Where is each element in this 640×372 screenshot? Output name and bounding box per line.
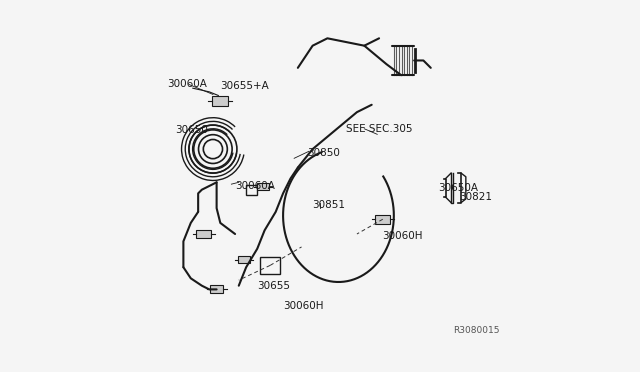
Text: 30821: 30821 xyxy=(460,192,493,202)
Bar xyxy=(239,256,250,263)
Bar xyxy=(210,285,223,294)
Bar xyxy=(212,96,228,106)
Text: 30655+A: 30655+A xyxy=(220,81,269,91)
Text: 30650: 30650 xyxy=(175,125,208,135)
Bar xyxy=(260,257,280,274)
Bar xyxy=(196,230,211,238)
Text: 30850: 30850 xyxy=(307,148,340,158)
Text: 30655: 30655 xyxy=(257,281,290,291)
Text: 30060H: 30060H xyxy=(283,301,324,311)
Text: 30851: 30851 xyxy=(312,200,346,210)
Text: 30650A: 30650A xyxy=(438,183,478,193)
Text: 30060A: 30060A xyxy=(235,181,275,191)
Bar xyxy=(376,215,390,224)
Text: 30060H: 30060H xyxy=(382,231,422,241)
Bar xyxy=(246,185,257,195)
Text: R3080015: R3080015 xyxy=(453,326,499,335)
Text: SEE SEC.305: SEE SEC.305 xyxy=(346,124,412,134)
Bar xyxy=(257,183,269,190)
Text: 30060A: 30060A xyxy=(167,80,207,89)
